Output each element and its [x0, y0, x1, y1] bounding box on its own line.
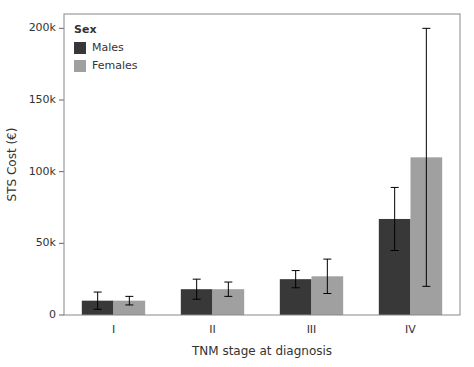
y-tick-label: 100k	[29, 165, 57, 178]
legend-swatch	[74, 60, 86, 72]
error-bar	[125, 296, 133, 305]
x-tick-label: II	[209, 323, 216, 336]
y-tick-label: 150k	[29, 93, 57, 106]
legend-swatch	[74, 42, 86, 54]
error-cap	[323, 293, 331, 294]
error-stem	[295, 271, 296, 288]
error-cap	[94, 292, 102, 293]
legend-label: Males	[92, 41, 124, 54]
y-tick-label: 0	[49, 308, 56, 321]
error-stem	[228, 282, 229, 296]
y-tick	[59, 100, 64, 101]
y-axis-label: STS Cost (€)	[5, 128, 19, 202]
error-stem	[196, 279, 197, 299]
error-cap	[323, 259, 331, 260]
error-bar	[292, 271, 300, 288]
error-bar	[94, 292, 102, 309]
error-cap	[94, 309, 102, 310]
error-bar	[422, 28, 430, 286]
error-bar	[193, 279, 201, 299]
x-axis: IIIIIIIV	[112, 323, 416, 336]
x-tick-label: IV	[405, 323, 416, 336]
x-tick-label: I	[112, 323, 115, 336]
chart: 050k100k150k200kIIIIIIIVTNM stage at dia…	[0, 0, 474, 367]
error-cap	[391, 187, 399, 188]
chart-container: 050k100k150k200kIIIIIIIVTNM stage at dia…	[0, 0, 474, 367]
plot-marks	[82, 28, 442, 315]
error-stem	[394, 187, 395, 250]
error-cap	[224, 282, 232, 283]
legend-label: Females	[92, 59, 138, 72]
error-cap	[224, 296, 232, 297]
error-stem	[327, 259, 328, 293]
y-tick	[59, 243, 64, 244]
x-axis-label: TNM stage at diagnosis	[191, 344, 332, 358]
y-tick-label: 200k	[29, 21, 57, 34]
y-axis: 0 50k 100k 150k 200k	[29, 21, 64, 321]
error-cap	[125, 304, 133, 305]
error-stem	[129, 296, 130, 305]
series	[82, 187, 411, 315]
error-cap	[292, 270, 300, 271]
error-stem	[97, 292, 98, 309]
error-bar	[391, 187, 399, 250]
error-stem	[426, 28, 427, 286]
series	[114, 28, 443, 315]
legend-title: Sex	[74, 23, 96, 36]
error-cap	[422, 286, 430, 287]
y-tick	[59, 28, 64, 29]
plot-frame	[64, 14, 460, 315]
error-cap	[422, 28, 430, 29]
error-bar	[323, 259, 331, 293]
error-cap	[193, 279, 201, 280]
error-cap	[391, 250, 399, 251]
error-cap	[125, 296, 133, 297]
error-cap	[292, 287, 300, 288]
y-tick-label: 50k	[36, 236, 57, 249]
y-tick	[59, 315, 64, 316]
legend: Sex Males Females	[74, 23, 138, 72]
error-bar	[224, 282, 232, 296]
y-tick	[59, 171, 64, 172]
error-cap	[193, 299, 201, 300]
x-tick-label: III	[307, 323, 317, 336]
